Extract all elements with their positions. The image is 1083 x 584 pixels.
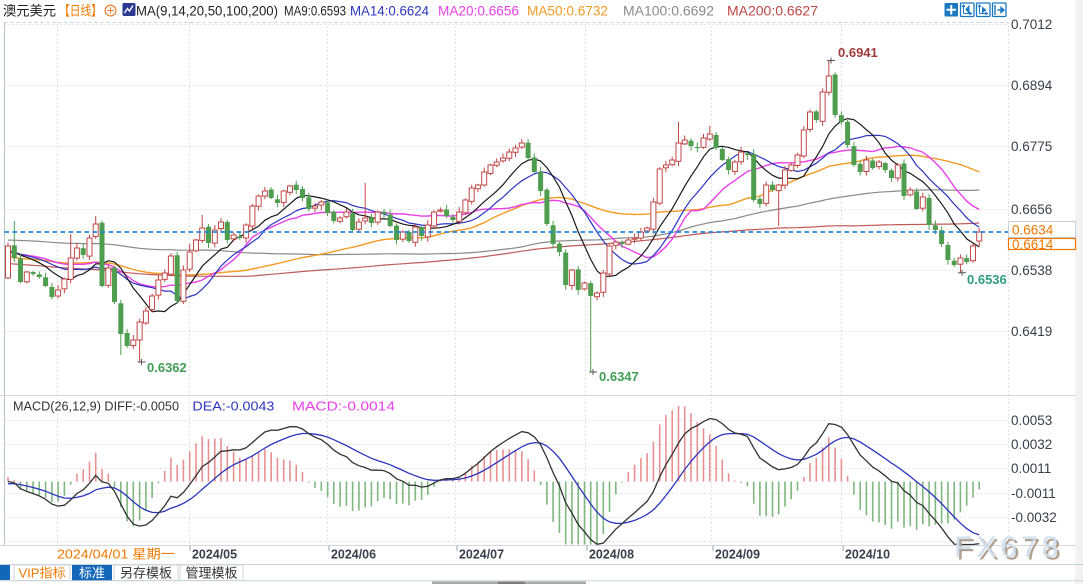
svg-text:2024/06: 2024/06 [331, 547, 376, 562]
svg-text:2024/08: 2024/08 [589, 547, 634, 562]
svg-text:0.6894: 0.6894 [1011, 78, 1053, 93]
svg-text:MA9:0.6593: MA9:0.6593 [284, 4, 346, 19]
svg-text:澳元美元: 澳元美元 [3, 4, 56, 19]
svg-text:0.0032: 0.0032 [1011, 437, 1052, 452]
svg-text:2024/07: 2024/07 [459, 547, 504, 562]
svg-text:0.0053: 0.0053 [1011, 413, 1052, 428]
svg-text:0.6347: 0.6347 [599, 369, 639, 384]
svg-text:0.7012: 0.7012 [1011, 17, 1052, 32]
svg-text:DEA:-0.0043: DEA:-0.0043 [192, 399, 274, 414]
svg-text:0.6941: 0.6941 [838, 45, 878, 60]
svg-text:管理模板: 管理模板 [185, 566, 237, 581]
svg-text:2024/09: 2024/09 [715, 547, 760, 562]
svg-text:0.6614: 0.6614 [1012, 237, 1054, 252]
svg-text:【日线】: 【日线】 [59, 4, 102, 19]
svg-text:MA(9,14,20,50,100,200): MA(9,14,20,50,100,200) [136, 4, 278, 19]
svg-text:MACD:-0.0014: MACD:-0.0014 [292, 399, 395, 414]
svg-text:0.6656: 0.6656 [1011, 202, 1052, 217]
svg-text:另存模板: 另存模板 [120, 566, 172, 581]
svg-text:0.6362: 0.6362 [147, 360, 187, 375]
svg-text:MA14:0.6624: MA14:0.6624 [350, 4, 429, 19]
svg-text:0.6536: 0.6536 [967, 272, 1007, 287]
svg-text:MA50:0.6732: MA50:0.6732 [527, 4, 608, 19]
svg-text:0.6538: 0.6538 [1011, 263, 1052, 278]
svg-text:0.6775: 0.6775 [1011, 139, 1052, 154]
svg-text:2024/04/01 星期一: 2024/04/01 星期一 [57, 547, 175, 562]
svg-text:0.6419: 0.6419 [1011, 324, 1052, 339]
svg-text:标准: 标准 [79, 566, 105, 581]
svg-text:-0.0011: -0.0011 [1011, 486, 1056, 501]
svg-text:FX678: FX678 [954, 531, 1062, 564]
svg-text:MACD(26,12,9) DIFF:-0.0050: MACD(26,12,9) DIFF:-0.0050 [13, 399, 179, 414]
svg-text:2024/05: 2024/05 [192, 547, 237, 562]
svg-text:0.6634: 0.6634 [1012, 223, 1054, 238]
svg-text:FX678: FX678 [957, 534, 1065, 567]
svg-text:0.0011: 0.0011 [1011, 461, 1051, 476]
svg-text:VIP指标: VIP指标 [19, 566, 66, 581]
svg-text:2024/10: 2024/10 [845, 547, 890, 562]
svg-text:-0.0032: -0.0032 [1011, 510, 1057, 525]
svg-text:MA200:0.6627: MA200:0.6627 [727, 4, 818, 19]
svg-text:MA100:0.6692: MA100:0.6692 [623, 4, 714, 19]
svg-text:MA20:0.6656: MA20:0.6656 [438, 4, 519, 19]
